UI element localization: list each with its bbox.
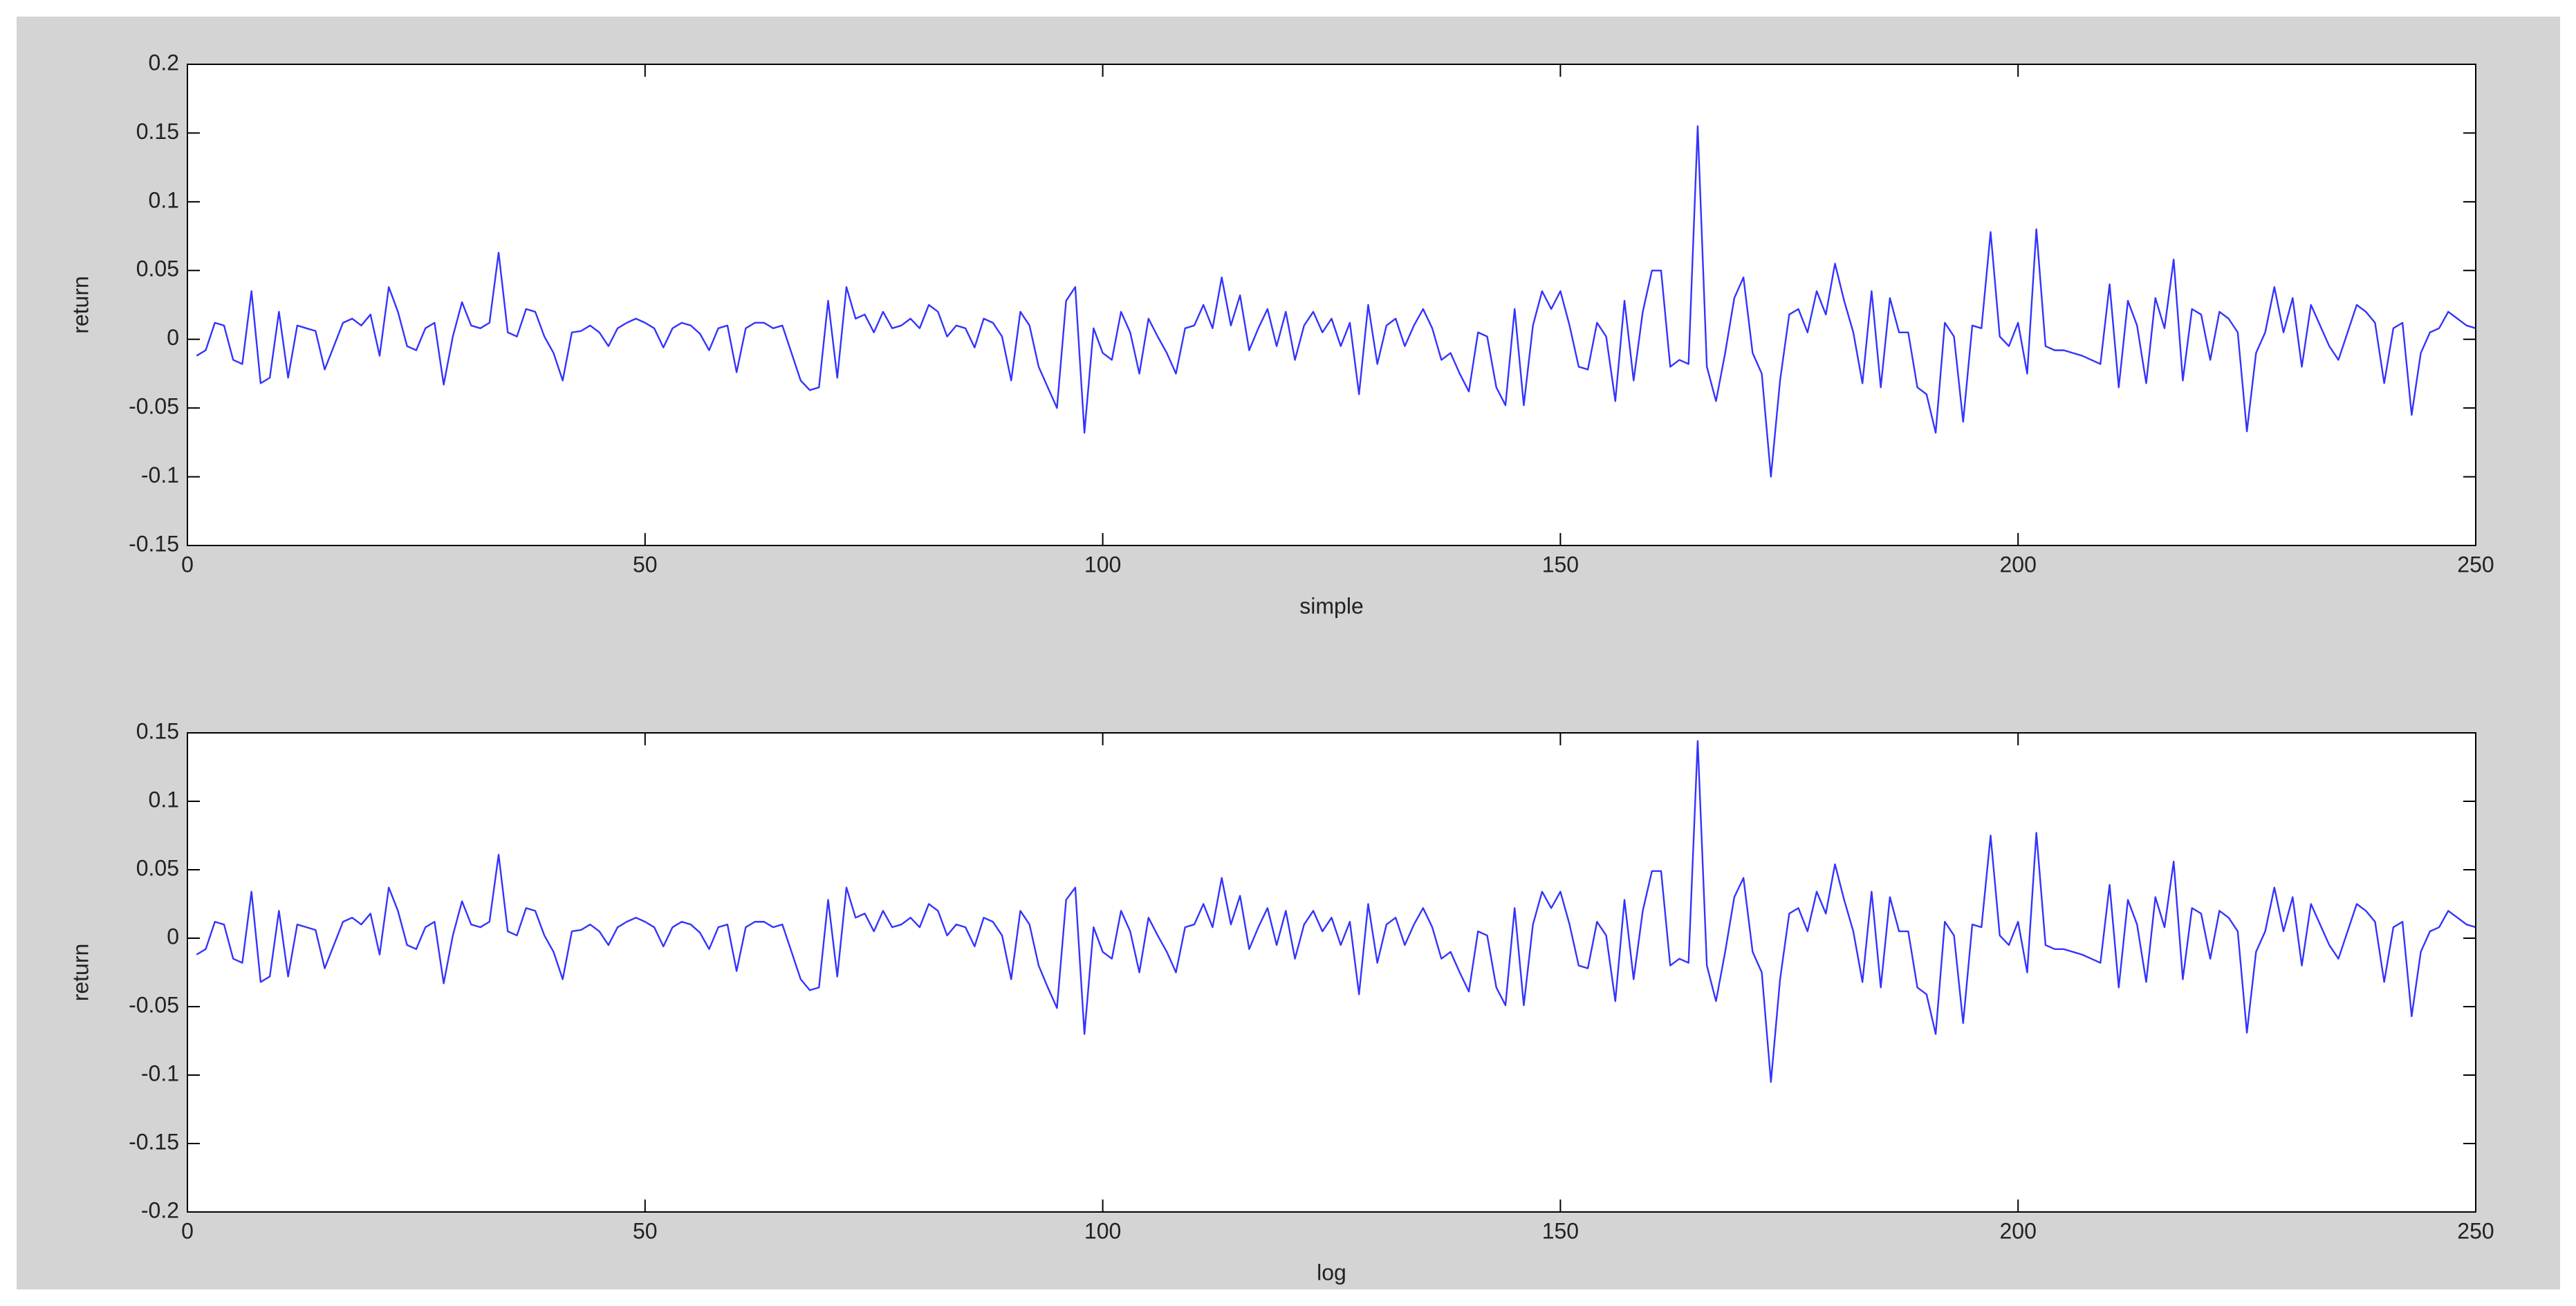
y-tick-label: 0.15 xyxy=(136,119,179,144)
y-tick-label: -0.15 xyxy=(129,531,179,556)
y-tick-label: 0 xyxy=(167,325,179,350)
y-tick-label: 0.1 xyxy=(149,787,179,812)
y-tick-label: 0.2 xyxy=(149,50,179,75)
y-tick-label: -0.15 xyxy=(129,1129,179,1154)
x-tick-label: 250 xyxy=(2457,552,2494,577)
x-tick-label: 150 xyxy=(1542,1218,1579,1243)
x-tick-label: 0 xyxy=(181,1218,194,1243)
x-tick-label: 250 xyxy=(2457,1218,2494,1243)
y-tick-label: 0.15 xyxy=(136,718,179,743)
x-tick-label: 100 xyxy=(1084,552,1121,577)
y-axis-label: return xyxy=(68,944,93,1002)
y-tick-label: -0.1 xyxy=(141,1061,179,1085)
data-line xyxy=(196,740,2476,1083)
y-tick-label: 0.05 xyxy=(136,855,179,880)
y-tick-label: 0 xyxy=(167,924,179,949)
plot-area xyxy=(187,733,2476,1212)
x-tick-label: 150 xyxy=(1542,552,1579,577)
axes-box xyxy=(187,732,2476,1213)
y-tick-label: 0.1 xyxy=(149,187,179,212)
y-tick-label: -0.05 xyxy=(129,992,179,1017)
y-tick-label: -0.05 xyxy=(129,394,179,419)
x-tick-label: 200 xyxy=(2000,552,2037,577)
axes-box xyxy=(187,64,2476,546)
data-line xyxy=(196,125,2476,478)
x-tick-label: 50 xyxy=(633,552,658,577)
y-axis-label: return xyxy=(68,276,93,334)
x-axis-label: log xyxy=(1317,1260,1346,1285)
x-tick-label: 0 xyxy=(181,552,194,577)
y-tick-label: -0.1 xyxy=(141,463,179,487)
x-tick-label: 100 xyxy=(1084,1218,1121,1243)
y-tick-label: 0.05 xyxy=(136,256,179,281)
y-tick-label: -0.2 xyxy=(141,1197,179,1222)
x-tick-label: 200 xyxy=(2000,1218,2037,1243)
plot-area xyxy=(187,64,2476,545)
x-axis-label: simple xyxy=(1299,593,1363,618)
x-tick-label: 50 xyxy=(633,1218,658,1243)
